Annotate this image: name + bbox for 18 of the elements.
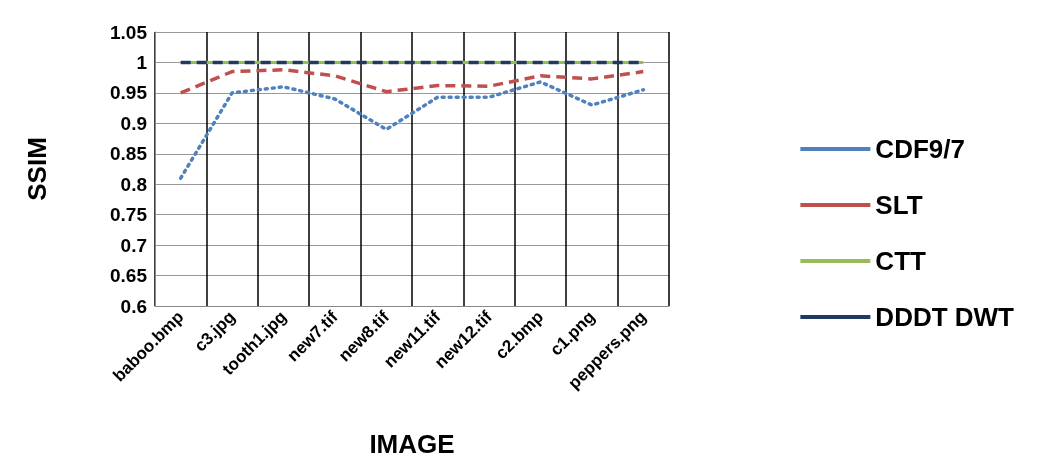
line-series bbox=[178, 80, 646, 180]
legend-label: SLT bbox=[875, 190, 923, 220]
x-axis-title: IMAGE bbox=[369, 429, 455, 459]
y-tick-label: 0.7 bbox=[120, 234, 147, 256]
y-tick-label: 0.8 bbox=[120, 173, 147, 195]
y-tick-label: 0.6 bbox=[120, 295, 147, 317]
legend-label: DDDT DWT bbox=[875, 302, 1015, 332]
y-axis-title: SSIM bbox=[22, 137, 52, 201]
y-tick-label: 0.75 bbox=[110, 204, 148, 226]
y-tick-label: 0.85 bbox=[110, 143, 148, 165]
y-tick-label: 0.95 bbox=[110, 82, 148, 104]
y-tick-label: 0.65 bbox=[110, 265, 148, 287]
y-tick-label: 1 bbox=[136, 51, 148, 73]
y-tick-label: 1.05 bbox=[110, 21, 148, 43]
legend-label: CDF9/7 bbox=[875, 134, 965, 164]
y-tick-label: 0.9 bbox=[120, 112, 147, 134]
line-series bbox=[178, 68, 646, 95]
legend-label: CTT bbox=[875, 246, 927, 276]
